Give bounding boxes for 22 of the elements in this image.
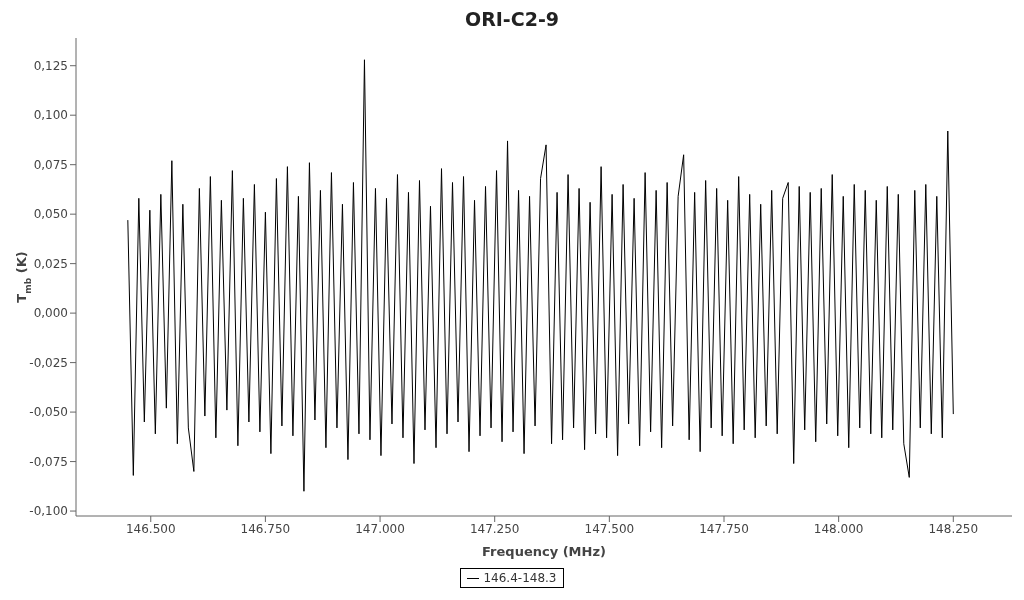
- y-tick-label: 0,125: [33, 58, 68, 73]
- x-tick-label: 146.750: [240, 521, 291, 536]
- y-tick-label: -0,025: [29, 355, 68, 370]
- line-series: [127, 59, 954, 492]
- x-axis-title: Frequency (MHz): [482, 544, 606, 559]
- x-tick-label: 147.500: [584, 521, 635, 536]
- y-tick-label: 0,100: [33, 108, 68, 123]
- x-tick-label: 146.500: [125, 521, 176, 536]
- y-tick-label: -0,075: [29, 454, 68, 469]
- x-tick-label: 147.000: [355, 521, 405, 536]
- x-tick-label: 148.250: [928, 521, 979, 536]
- chart-title: ORI-C2-9: [464, 8, 560, 32]
- legend-label: 146.4-148.3: [482, 571, 557, 585]
- y-tick-label: 0,025: [33, 256, 68, 271]
- y-tick-label: 0,050: [33, 207, 68, 222]
- y-tick-label: -0,100: [29, 504, 68, 519]
- x-tick-label: 147.250: [469, 521, 520, 536]
- y-tick-label: -0,050: [29, 405, 68, 420]
- y-tick-label: 0,000: [33, 306, 68, 321]
- y-tick-label: 0,075: [33, 157, 68, 172]
- x-tick-label: 147.750: [699, 521, 749, 536]
- x-tick-label: 148.000: [813, 521, 864, 536]
